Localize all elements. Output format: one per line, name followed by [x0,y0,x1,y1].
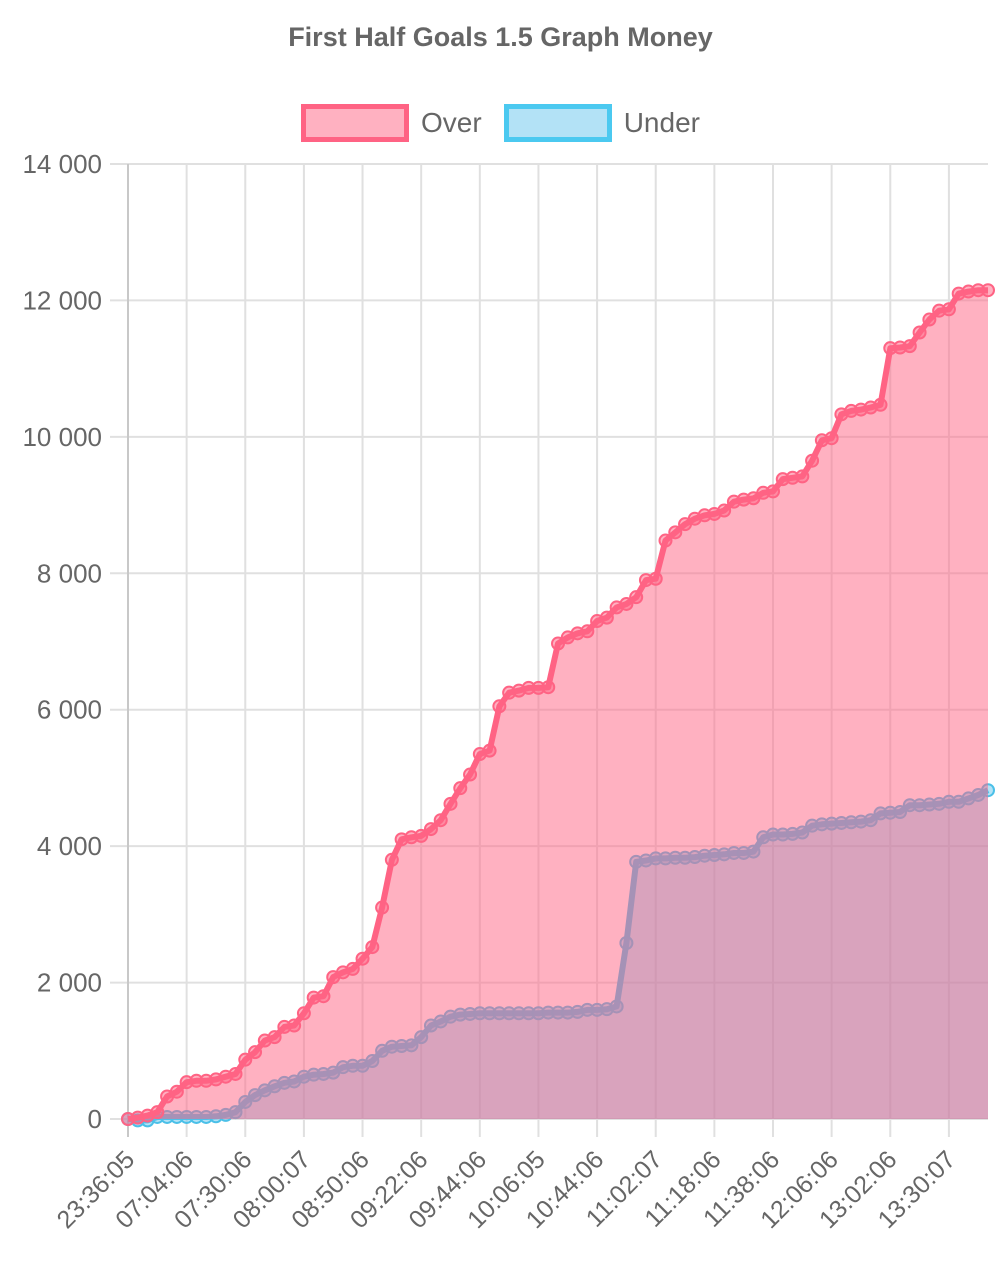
data-point-over [150,1105,165,1120]
data-point-over [423,822,438,837]
data-point-over [433,813,448,828]
legend-item-over[interactable]: Over [301,104,482,142]
data-point-over [912,325,927,340]
chart-title: First Half Goals 1.5 Graph Money [288,22,713,52]
data-point-over [551,636,565,651]
data-point-over [463,767,478,782]
data-point-over [482,743,497,758]
data-point-over [805,453,820,468]
data-point-over [658,533,673,548]
data-point-over [766,484,780,499]
data-point-over [795,469,810,484]
data-point-over [717,503,732,518]
data-point-over [169,1084,184,1099]
data-point-over [981,283,995,298]
data-point-over [316,989,331,1004]
data-point-over [345,961,360,976]
legend-swatch-under [503,104,612,142]
data-point-over [355,951,370,966]
data-point-over [296,1006,311,1021]
y-tick-label: 10 000 [22,422,102,452]
data-point-over [443,796,458,811]
data-point-over [824,431,839,446]
data-point-over [648,571,663,586]
data-point-over [619,596,634,611]
data-point-over [384,852,399,867]
data-point-over [228,1066,243,1081]
data-point-over [541,680,556,695]
data-point-over [599,610,614,625]
data-point-over [941,302,956,317]
data-point-over [873,397,888,412]
y-tick-label: 4 000 [37,831,102,861]
data-point-over [414,828,429,843]
y-tick-label: 2 000 [37,968,102,998]
y-tick-label: 6 000 [37,695,102,725]
y-tick-label: 0 [88,1104,102,1134]
data-point-over [375,900,390,915]
data-point-over [267,1030,282,1045]
data-point-over [922,312,937,327]
data-point-over [668,525,683,540]
data-point-over [629,590,644,605]
data-point-over [248,1045,263,1060]
data-point-over [365,940,380,955]
legend-label-under: Under [623,107,700,138]
y-tick-label: 8 000 [37,558,102,588]
y-tick-label: 12 000 [22,285,102,315]
data-point-over [580,624,595,639]
data-point-over [287,1018,302,1033]
y-tick-label: 14 000 [22,149,102,179]
legend: Over Under [0,104,1001,142]
data-point-over [453,781,468,796]
legend-swatch-over [301,104,410,142]
data-point-over [492,699,507,714]
legend-item-under[interactable]: Under [503,104,700,142]
data-point-over [902,339,917,354]
data-point-over [238,1052,253,1067]
legend-label-over: Over [421,107,482,138]
